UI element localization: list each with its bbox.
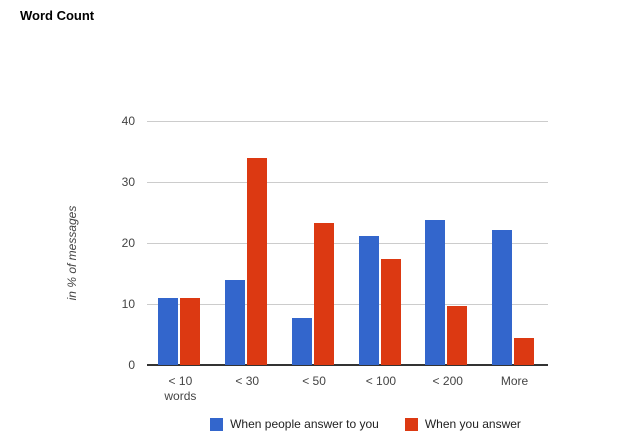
- legend-swatch-icon: [404, 417, 418, 431]
- plot-area: [147, 121, 548, 366]
- bar-when-people-answer-to-you-1[interactable]: [158, 297, 178, 365]
- x-tick-label-6: More: [481, 374, 548, 389]
- bar-group-4: [348, 121, 415, 365]
- bar-when-people-answer-to-you-2[interactable]: [224, 279, 245, 365]
- legend-label: When you answer: [424, 417, 521, 431]
- bar-group-1: [147, 121, 214, 365]
- bar-when-you-answer-1[interactable]: [180, 297, 200, 365]
- y-tick-label-30: 30: [121, 175, 135, 189]
- x-tick-label-text: < 30: [235, 374, 260, 388]
- x-axis-line: [147, 364, 548, 366]
- bar-group-6: [481, 121, 548, 365]
- bar-when-you-answer-6[interactable]: [514, 338, 535, 365]
- bar-group-3: [281, 121, 348, 365]
- y-tick-label-20: 20: [121, 236, 135, 250]
- x-tick-label-text: < 10 words: [164, 374, 197, 403]
- y-tick-label-40: 40: [121, 114, 135, 128]
- bar-group-2: [214, 121, 281, 365]
- x-tick-label-2: < 30: [214, 374, 281, 389]
- chart-title: Word Count: [20, 8, 95, 23]
- chart-legend: When people answer to you When you answer: [147, 417, 584, 431]
- x-tick-label-text: < 200: [432, 374, 463, 388]
- bar-when-people-answer-to-you-5[interactable]: [425, 219, 446, 365]
- legend-label: When people answer to you: [230, 417, 379, 431]
- bar-when-you-answer-3[interactable]: [313, 223, 334, 365]
- legend-item-when-you-answer: When you answer: [404, 417, 521, 431]
- bar-when-you-answer-4[interactable]: [380, 258, 401, 365]
- x-tick-label-text: < 50: [302, 374, 326, 388]
- x-tick-label-text: < 100: [365, 374, 397, 388]
- gridline-10: [147, 304, 548, 305]
- gridline-30: [147, 182, 548, 183]
- gridline-20: [147, 243, 548, 244]
- x-tick-label-text: More: [500, 374, 529, 388]
- bar-when-you-answer-5[interactable]: [447, 305, 468, 365]
- bar-group-5: [414, 121, 481, 365]
- x-tick-label-5: < 200: [414, 374, 481, 389]
- bar-when-people-answer-to-you-3[interactable]: [291, 318, 312, 365]
- bar-when-people-answer-to-you-6[interactable]: [492, 229, 513, 365]
- y-tick-label-0: 0: [128, 358, 135, 372]
- bar-when-people-answer-to-you-4[interactable]: [358, 235, 379, 365]
- x-tick-label-1: < 10 words: [147, 374, 214, 404]
- bar-when-you-answer-2[interactable]: [246, 157, 267, 365]
- legend-swatch-icon: [210, 417, 224, 431]
- y-axis-title: in % of messages: [65, 205, 79, 301]
- x-tick-label-4: < 100: [348, 374, 415, 389]
- legend-item-when-people-answer-to-you: When people answer to you: [210, 417, 379, 431]
- y-tick-label-10: 10: [121, 297, 135, 311]
- gridline-40: [147, 121, 548, 122]
- x-tick-label-3: < 50: [281, 374, 348, 389]
